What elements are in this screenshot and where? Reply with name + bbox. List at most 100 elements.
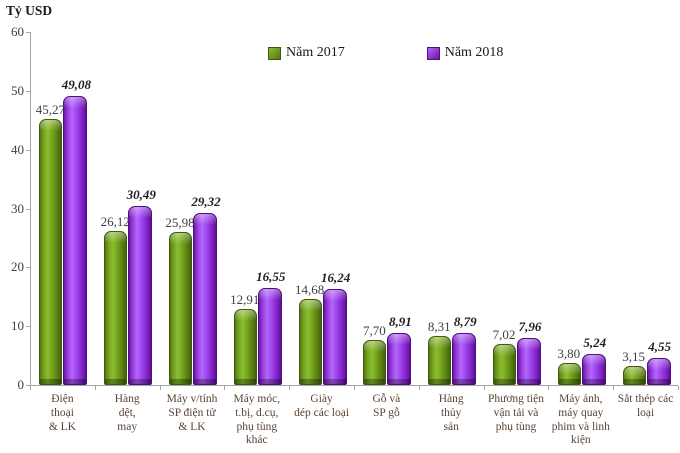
y-tick <box>26 32 30 33</box>
value-label-2018-2: 29,32 <box>191 194 221 209</box>
category-label-line: máy quay <box>558 406 604 419</box>
category-label-line: & LK <box>48 420 76 433</box>
category-label-line: Hàng <box>438 393 464 405</box>
category-label-line: SP gỗ <box>373 406 400 419</box>
y-tick <box>26 90 30 92</box>
bar-nam-2018-5 <box>387 333 412 385</box>
value-label-2017-7: 7,02 <box>492 327 516 342</box>
x-tick <box>94 386 96 390</box>
bar-nam-2017-8 <box>557 363 581 385</box>
y-tick-label: 10 <box>11 318 24 334</box>
value-label-2018-9: 4,55 <box>648 339 671 354</box>
bar-nam-2018-0 <box>63 96 88 385</box>
value-label-2018-4: 16,24 <box>320 270 351 285</box>
y-tick <box>26 149 30 151</box>
category-label-line: thủy <box>440 406 462 419</box>
y-tick <box>26 326 30 328</box>
legend-item-nam-2018: Năm 2018 <box>426 45 504 61</box>
category-label-3: Máy móc, t.bị, d.cụ, phụ tùng khác <box>222 393 291 448</box>
y-tick-label: 30 <box>11 200 24 216</box>
category-label-line: Hàng <box>114 393 140 405</box>
y-tick-label: 0 <box>17 377 25 392</box>
category-label-line: Điện <box>51 393 74 405</box>
x-tick <box>613 386 615 390</box>
y-tick <box>26 208 30 210</box>
bar-nam-2017-2 <box>169 232 192 385</box>
value-label-2017-3: 12,91 <box>230 292 260 307</box>
bar-nam-2018-6 <box>452 333 477 385</box>
value-label-2018-5: 8,91 <box>389 314 412 329</box>
bar-nam-2018-3 <box>257 288 282 385</box>
legend-swatch-2018 <box>426 46 440 60</box>
category-label-8: Máy ảnh, máy quay phim và linh kiện <box>546 393 615 448</box>
category-label-line: loại <box>636 406 655 419</box>
value-label-2018-0: 49,08 <box>61 77 92 92</box>
x-tick <box>548 386 550 390</box>
category-label-line: Máy ảnh, <box>559 393 603 405</box>
value-label-2017-4: 14,68 <box>294 282 325 297</box>
category-label-line: phim và linh <box>551 420 610 433</box>
x-tick <box>289 386 291 390</box>
bar-nam-2018-9 <box>646 358 671 385</box>
value-label-2017-9: 3,15 <box>622 349 645 364</box>
x-tick <box>418 386 420 390</box>
category-label-line: t.bị, d.cụ, <box>235 406 279 419</box>
x-tick <box>159 386 161 390</box>
bar-nam-2017-0 <box>39 119 63 385</box>
legend-item-nam-2017: Năm 2017 <box>268 45 345 61</box>
value-label-2017-1: 26,12 <box>100 214 130 229</box>
bar-nam-2017-1 <box>104 231 128 385</box>
y-tick <box>26 385 30 386</box>
category-label-line: SP điện tử <box>168 406 216 419</box>
x-tick <box>483 386 485 390</box>
legend: Năm 2017 Năm 2018 <box>268 45 503 61</box>
bar-nam-2017-3 <box>233 309 257 385</box>
category-label-1: Hàng dệt, may <box>93 393 162 434</box>
value-label-2017-8: 3,80 <box>557 346 581 361</box>
x-tick <box>30 386 31 390</box>
x-tick <box>678 386 679 390</box>
x-axis-line <box>30 385 678 386</box>
x-tick <box>354 386 355 390</box>
legend-label-2017: Năm 2017 <box>286 45 345 60</box>
value-label-2018-1: 30,49 <box>126 187 156 202</box>
value-label-2018-8: 5,24 <box>583 335 607 350</box>
legend-swatch-2017 <box>268 46 281 60</box>
category-label-9: Sắt thép các loại <box>611 393 680 421</box>
category-label-line: phụ tùng <box>495 420 537 433</box>
bar-nam-2017-9 <box>622 366 646 385</box>
bar-nam-2018-8 <box>581 354 606 385</box>
y-tick-label: 60 <box>11 24 24 39</box>
category-label-line: vận tải và <box>493 406 539 419</box>
y-tick-label: 20 <box>11 259 24 275</box>
y-tick-label: 40 <box>11 141 24 157</box>
value-label-2017-2: 25,98 <box>165 215 195 230</box>
category-label-4: Giày dép các loại <box>287 393 356 421</box>
value-label-2018-7: 7,96 <box>518 319 542 334</box>
category-label-7: Phương tiện vận tải và phụ tùng <box>482 393 551 434</box>
bar-nam-2017-7 <box>493 344 516 385</box>
legend-label-2018: Năm 2018 <box>444 45 504 60</box>
category-label-5: Gỗ và SP gỗ <box>352 393 421 421</box>
y-tick-label: 50 <box>11 82 24 98</box>
category-label-6: Hàng thủy sản <box>417 393 486 434</box>
category-label-line: Gỗ và <box>372 393 401 405</box>
category-label-line: dép các loại <box>294 406 350 419</box>
category-label-line: & LK <box>178 420 206 433</box>
category-label-line: sản <box>443 420 459 433</box>
value-label-2017-6: 8,31 <box>427 319 451 334</box>
category-label-0: Điện thoại & LK <box>28 393 97 434</box>
bar-nam-2018-7 <box>517 338 541 385</box>
y-axis-line <box>30 32 31 385</box>
y-tick <box>26 267 30 269</box>
category-label-line: Sắt thép các <box>617 393 674 405</box>
category-label-2: Máy v/tính SP điện tử & LK <box>158 393 227 434</box>
y-axis-unit-title: Tỷ USD <box>6 3 53 18</box>
bar-nam-2018-4 <box>322 289 347 385</box>
category-label-line: Giày <box>310 393 333 405</box>
value-label-2017-5: 7,70 <box>363 323 386 338</box>
category-label-line: Máy móc, <box>233 393 281 405</box>
category-label-line: thoại <box>50 406 74 419</box>
bar-nam-2018-1 <box>128 206 153 385</box>
